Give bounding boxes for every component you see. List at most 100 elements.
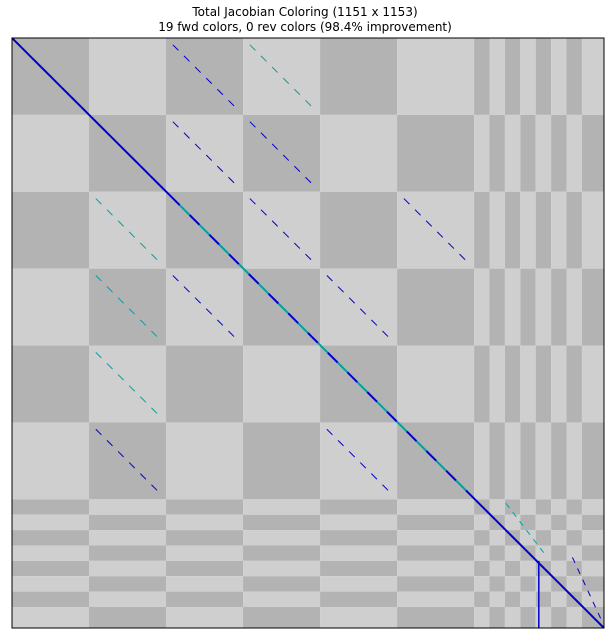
block-cell bbox=[504, 545, 521, 561]
diagonal-mark bbox=[11, 37, 23, 49]
offdiag-mark bbox=[305, 253, 312, 261]
offdiag-mark bbox=[151, 407, 158, 414]
block-cell bbox=[89, 38, 167, 115]
block-cell bbox=[581, 38, 604, 115]
block-cell bbox=[489, 560, 505, 577]
offdiag-mark bbox=[151, 253, 158, 261]
offdiag-mark bbox=[436, 231, 444, 238]
block-cell bbox=[89, 514, 167, 531]
block-cell bbox=[397, 560, 475, 577]
block-cell bbox=[489, 422, 505, 500]
block-cell bbox=[535, 422, 552, 500]
offdiag-mark bbox=[571, 557, 576, 564]
diagonal-mark bbox=[563, 587, 576, 600]
offdiag-mark bbox=[305, 176, 312, 184]
block-cell bbox=[243, 514, 321, 531]
block-cell bbox=[166, 576, 244, 592]
block-cell bbox=[566, 576, 582, 592]
block-cell bbox=[320, 591, 398, 607]
diagonal-mark bbox=[149, 174, 161, 187]
offdiag-mark bbox=[337, 439, 344, 447]
block-cell bbox=[320, 114, 398, 192]
block-cell bbox=[166, 499, 244, 515]
block-cell bbox=[520, 514, 536, 531]
block-cell bbox=[566, 268, 582, 346]
block-cell bbox=[166, 591, 244, 607]
offdiag-mark bbox=[128, 231, 136, 238]
block-cell bbox=[397, 499, 475, 515]
block-cell bbox=[474, 606, 490, 628]
block-cell bbox=[243, 499, 321, 515]
block-cell bbox=[535, 191, 552, 269]
diagonal-mark bbox=[445, 469, 457, 482]
block-cell bbox=[12, 345, 90, 423]
block-cell bbox=[397, 38, 475, 115]
diagonal-mark bbox=[435, 460, 447, 472]
block-cell bbox=[166, 345, 244, 423]
block-cell bbox=[474, 114, 490, 192]
diagonal-mark bbox=[307, 332, 319, 344]
block-cell bbox=[489, 114, 505, 192]
block-cell bbox=[566, 514, 582, 531]
offdiag-mark bbox=[106, 439, 113, 447]
block-cell bbox=[581, 345, 604, 423]
block-cell bbox=[520, 191, 536, 269]
diagonal-mark bbox=[356, 381, 368, 393]
offdiag-mark bbox=[139, 242, 147, 249]
block-cell bbox=[320, 576, 398, 592]
block-cell bbox=[535, 499, 552, 515]
block-cell bbox=[535, 114, 552, 192]
diagonal-mark bbox=[100, 125, 112, 138]
block-cell bbox=[474, 530, 490, 546]
block-cell bbox=[504, 606, 521, 628]
block-cell bbox=[581, 591, 604, 607]
offdiag-mark bbox=[326, 428, 333, 436]
block-cell bbox=[535, 576, 552, 592]
offdiag-mark bbox=[205, 308, 213, 315]
offdiag-mark bbox=[293, 242, 301, 249]
block-cell bbox=[489, 576, 505, 592]
diagonal-mark bbox=[119, 145, 132, 157]
plot-frame bbox=[11, 37, 605, 629]
offdiag-mark bbox=[592, 601, 596, 608]
offdiag-mark bbox=[337, 286, 344, 293]
offdiag-mark bbox=[249, 121, 256, 128]
block-cell bbox=[166, 606, 244, 628]
block-cell bbox=[12, 576, 90, 592]
offdiag-mark bbox=[597, 612, 602, 619]
diagonal-mark bbox=[287, 312, 299, 324]
block-cell bbox=[243, 576, 321, 592]
block-cell bbox=[504, 560, 521, 577]
diagonal-mark bbox=[514, 538, 526, 551]
offdiag-mark bbox=[582, 579, 586, 586]
diagonal-mark bbox=[90, 115, 102, 128]
offdiag-mark bbox=[505, 502, 510, 509]
block-cell bbox=[566, 530, 582, 546]
block-cell bbox=[581, 499, 604, 515]
diagonal-mark bbox=[524, 548, 536, 560]
block-cell bbox=[12, 114, 90, 192]
offdiag-mark bbox=[271, 66, 279, 73]
block-cell bbox=[520, 38, 536, 115]
nonzero-layer bbox=[11, 37, 605, 629]
offdiag-mark bbox=[117, 297, 124, 304]
offdiag-mark bbox=[117, 451, 124, 458]
offdiag-mark bbox=[139, 319, 147, 326]
diagonal-mark bbox=[425, 450, 437, 462]
diagonal-mark bbox=[593, 617, 605, 629]
offdiag-mark bbox=[403, 198, 410, 205]
block-cell bbox=[397, 114, 475, 192]
block-cell bbox=[474, 576, 490, 592]
block-cell bbox=[320, 530, 398, 546]
block-cell bbox=[489, 606, 505, 628]
diagonal-mark bbox=[455, 479, 467, 492]
block-cell bbox=[520, 606, 536, 628]
block-cell bbox=[551, 545, 567, 561]
block-cell bbox=[551, 560, 567, 577]
diagonal-mark bbox=[297, 322, 309, 334]
offdiag-mark bbox=[425, 220, 433, 227]
block-cell bbox=[320, 545, 398, 561]
block-cell bbox=[397, 530, 475, 546]
block-cell bbox=[551, 591, 567, 607]
diagonal-mark bbox=[60, 86, 72, 98]
